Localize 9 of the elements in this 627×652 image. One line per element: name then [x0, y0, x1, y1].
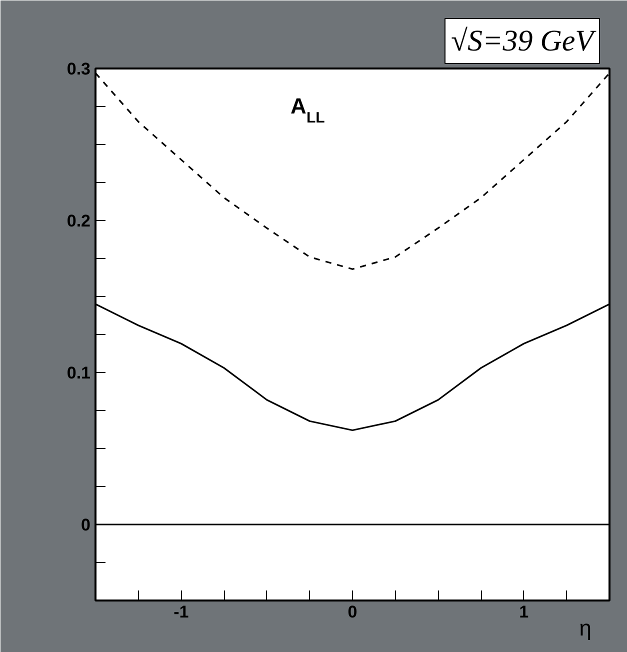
text: √S=39 GeV: [450, 24, 598, 58]
x-tick-label: -1: [174, 602, 189, 622]
y-tick-label: 0.2: [66, 212, 91, 230]
x-tick-label: 0: [348, 602, 358, 622]
y-tick-label: 0.1: [66, 364, 91, 382]
x-tick-label: 1: [519, 602, 529, 622]
y-tick-label: 0: [81, 516, 91, 534]
y-tick-label: 0.3: [66, 60, 91, 78]
x-axis-title: η: [579, 616, 592, 640]
